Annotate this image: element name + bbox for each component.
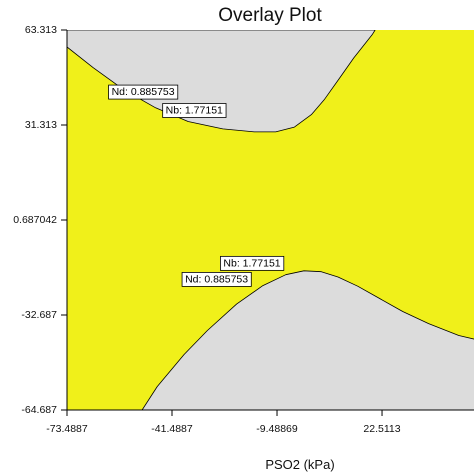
x-tick-label: 22.5113 [363,423,400,435]
contour-label-text: Nb: 1.77151 [166,104,223,116]
contour-label-box [181,272,252,287]
contour-label-box [162,103,227,118]
y-tick-label: 0.687042 [13,214,57,226]
contour-label: Nb: 1.77151 [220,255,285,271]
contour-label: Nb: 1.77151 [162,103,227,118]
y-tick-label: -32.687 [21,309,57,321]
x-tick-label: -73.4887 [46,423,88,435]
contour-label-box [220,255,285,271]
y-tick-label: -64.687 [21,404,57,416]
x-axis-label: PSO2 (kPa) [265,457,334,472]
contour-labels: Nd: 0.885753 Nb: 1.77151 Nb: 1.77151 Nd: 0.… [108,84,285,287]
y-tick-label: 31.313 [25,119,57,131]
contour-label-text: Nb: 1.77151 [223,257,280,269]
x-tick-label: -41.4887 [151,423,193,435]
chart-title: Overlay Plot [218,5,322,26]
contour-label-text: Nd: 0.885753 [112,86,175,98]
y-tick-label: 63.313 [25,24,57,36]
contour-label-text: Nd: 0.885753 [185,273,248,285]
excluded-region-2 [141,270,474,410]
contour-label: Nd: 0.885753 [108,84,179,100]
x-tick-label: -9.48869 [256,423,298,435]
excluded-regions [67,30,474,410]
contour-label-box [108,84,179,100]
y-axis-ticks: 63.313 31.313 0.687042 -32.687 -64.687 [13,24,67,416]
contour-label: Nd: 0.885753 [181,272,252,287]
excluded-region-1 [67,30,376,133]
plot-area: Nd: 0.885753 Nb: 1.77151 Nb: 1.77151 Nd: 0.… [67,30,474,410]
